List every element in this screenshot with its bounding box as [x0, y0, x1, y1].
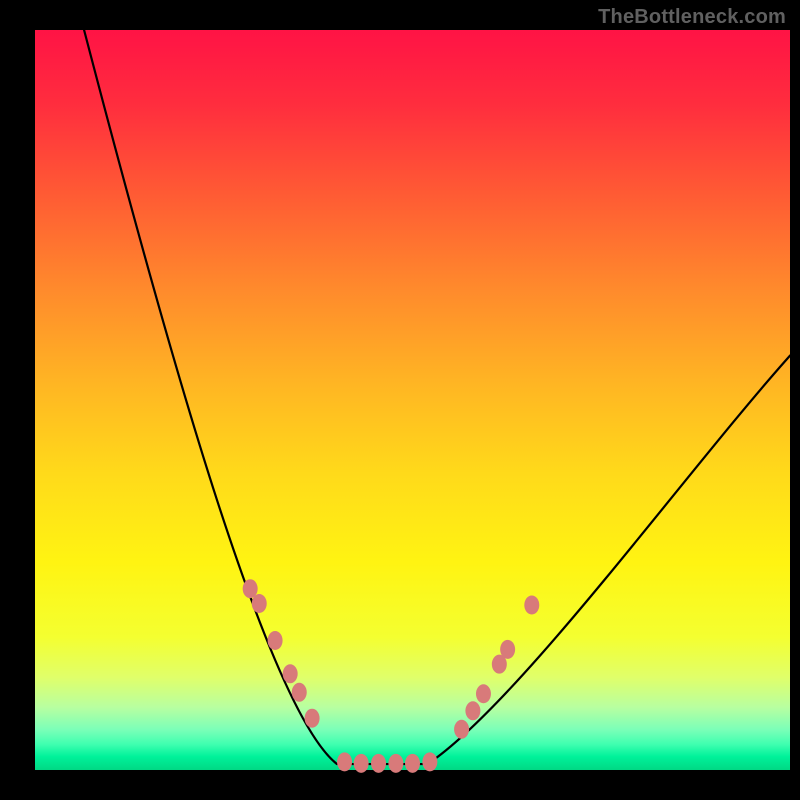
data-marker — [354, 754, 369, 773]
data-marker — [465, 701, 480, 720]
data-marker — [371, 754, 386, 773]
data-marker — [422, 752, 437, 771]
data-marker — [405, 754, 420, 773]
data-marker — [268, 631, 283, 650]
data-marker — [252, 594, 267, 613]
data-marker — [476, 684, 491, 703]
data-marker — [305, 709, 320, 728]
data-marker — [454, 720, 469, 739]
data-marker — [292, 683, 307, 702]
data-marker — [500, 640, 515, 659]
data-marker — [524, 595, 539, 614]
data-marker — [283, 664, 298, 683]
data-marker — [388, 754, 403, 773]
watermark-text: TheBottleneck.com — [598, 6, 786, 29]
chart-frame: TheBottleneck.com — [0, 0, 800, 800]
plot-background — [35, 30, 790, 770]
chart-svg — [0, 0, 800, 800]
data-marker — [337, 752, 352, 771]
